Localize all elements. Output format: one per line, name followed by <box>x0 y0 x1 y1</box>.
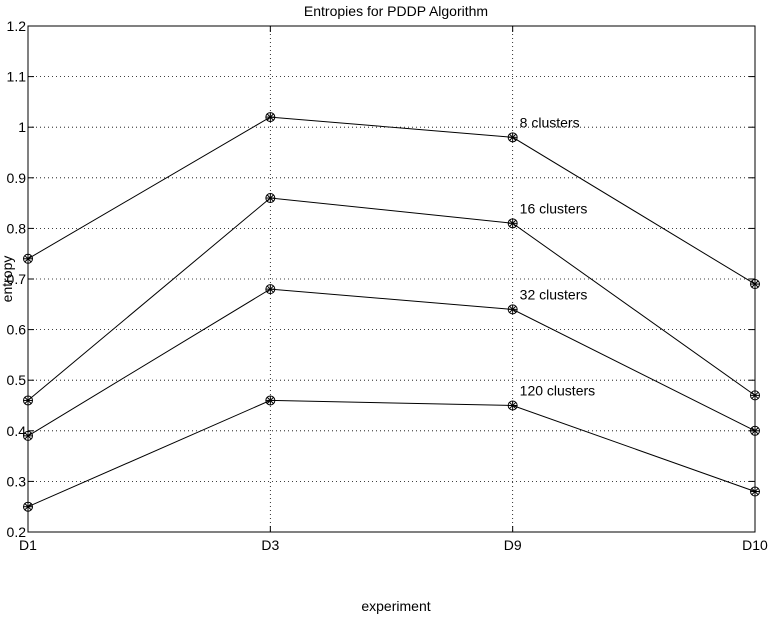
data-point-marker <box>507 400 518 411</box>
y-axis-label: entropy <box>0 256 15 303</box>
series-line <box>27 116 756 285</box>
x-tick-label: D3 <box>261 537 279 553</box>
y-tick-label: 0.3 <box>7 473 27 489</box>
x-tick-label: D10 <box>742 537 768 553</box>
series-label: 8 clusters <box>520 114 580 130</box>
series-label: 32 clusters <box>520 286 588 302</box>
data-point-marker <box>23 501 33 512</box>
y-tick-label: 1 <box>18 119 26 135</box>
data-point-marker <box>507 132 518 143</box>
x-axis-label: experiment <box>361 598 430 614</box>
series-line <box>27 288 756 437</box>
data-point-marker <box>750 486 760 497</box>
chart-title: Entropies for PDDP Algorithm <box>304 3 488 19</box>
data-point-marker <box>507 218 518 229</box>
data-point-marker <box>750 425 760 436</box>
data-point-marker <box>23 253 33 264</box>
y-tick-label: 0.7 <box>7 271 27 287</box>
y-tick-label: 0.5 <box>7 372 27 388</box>
data-point-marker <box>265 193 276 204</box>
data-point-marker <box>265 284 276 295</box>
data-point-marker <box>265 112 276 123</box>
series-label: 16 clusters <box>520 200 588 216</box>
y-tick-label: 0.4 <box>7 423 27 439</box>
data-point-marker <box>750 390 760 401</box>
series-line <box>27 399 756 508</box>
x-tick-label: D1 <box>19 537 37 553</box>
y-tick-label: 1.2 <box>7 18 27 34</box>
data-point-marker <box>23 395 33 406</box>
grid <box>28 26 755 532</box>
y-tick-label: 0.2 <box>7 524 27 540</box>
x-tick-label: D9 <box>504 537 522 553</box>
data-point-marker <box>265 395 276 406</box>
series-labels: 8 clusters 16 clusters 32 clusters 120 clus… <box>520 114 595 398</box>
y-tick-label: 0.8 <box>7 220 27 236</box>
axis-ticks: 0.2 0.3 0.4 0.5 0.6 0.7 0.8 0.9 1 1.1 1.2 D1 D3 D9 D10 <box>7 18 769 553</box>
data-point-marker <box>750 279 760 290</box>
data-point-marker <box>23 430 33 441</box>
series-lines <box>23 112 760 512</box>
y-tick-label: 0.9 <box>7 170 27 186</box>
series-label: 120 clusters <box>520 383 595 399</box>
series-line <box>27 197 756 401</box>
y-tick-label: 0.6 <box>7 322 27 338</box>
y-tick-label: 1.1 <box>7 69 27 85</box>
data-point-marker <box>507 304 518 315</box>
plot-frame <box>27 25 756 533</box>
